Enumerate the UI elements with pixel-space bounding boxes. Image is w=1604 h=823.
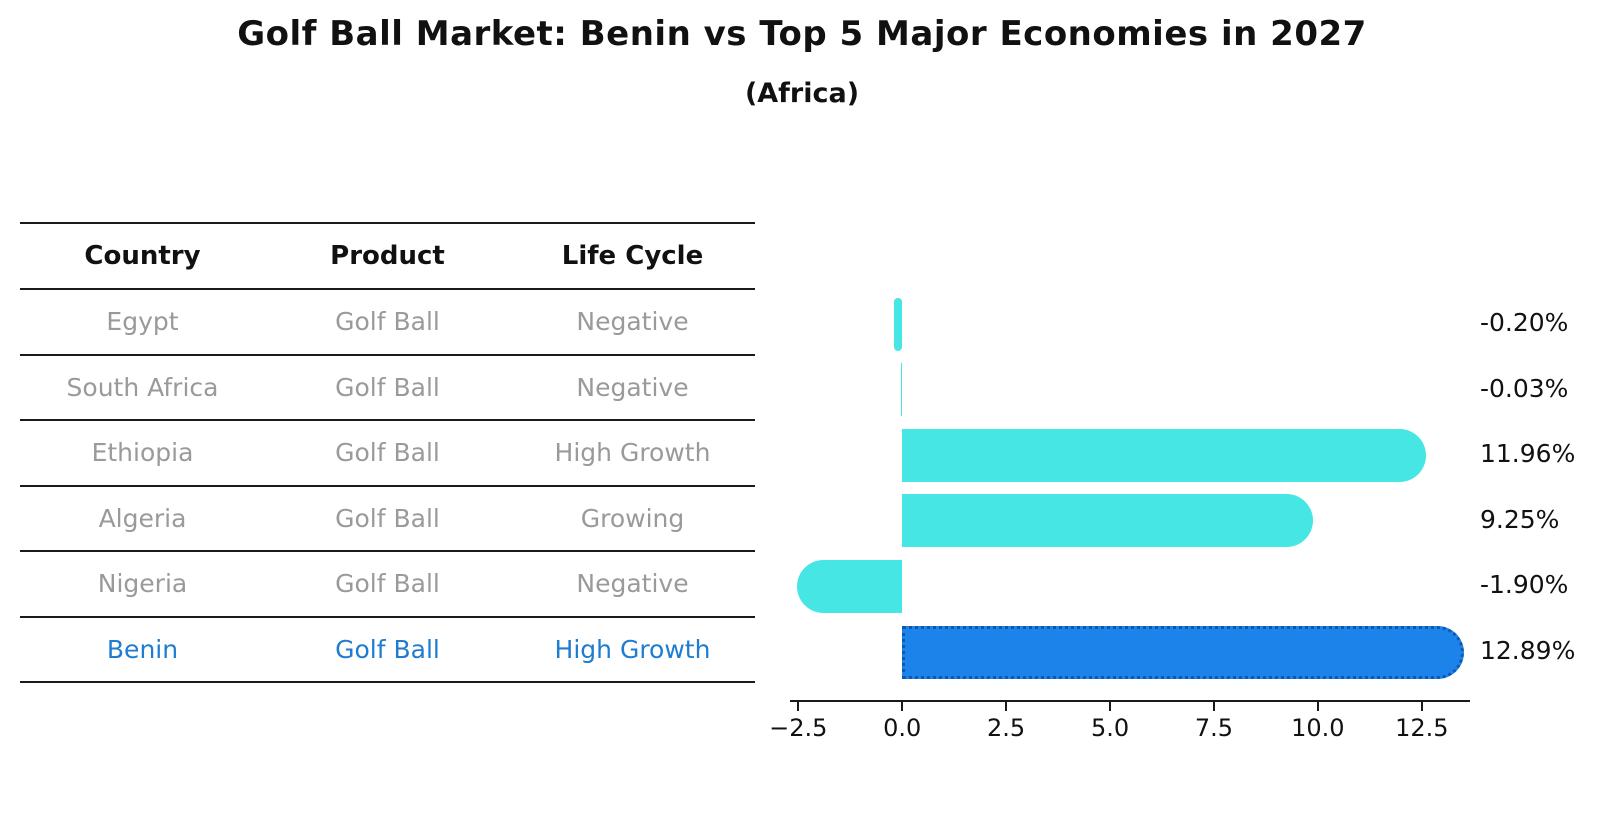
x-axis-tick-label: 5.0	[1090, 714, 1130, 742]
x-axis-tick-label: 10.0	[1291, 714, 1345, 742]
column-header-life-cycle: Life Cycle	[561, 241, 704, 271]
chart-subtitle: (Africa)	[744, 78, 860, 109]
cell-product: Golf Ball	[335, 634, 440, 664]
cell-product: Golf Ball	[335, 372, 440, 402]
x-axis-tick-mark	[1420, 702, 1423, 711]
table-header-row: Country Product Life Cycle	[20, 224, 755, 290]
table-row-benin: Benin Golf Ball High Growth	[20, 618, 755, 683]
bar-benin	[902, 625, 1465, 679]
bar-nigeria	[796, 559, 903, 613]
x-axis-tick-label: 2.5	[987, 714, 1026, 742]
cell-country: Algeria	[98, 503, 187, 533]
bar-algeria	[902, 494, 1314, 548]
cell-country: South Africa	[66, 372, 219, 402]
column-header-product: Product	[330, 241, 445, 271]
x-axis-tick-label: 7.5	[1194, 714, 1234, 742]
cell-life-cycle: Negative	[576, 372, 689, 402]
x-axis-tick-mark	[1005, 702, 1008, 711]
x-axis-tick-mark	[1109, 702, 1112, 711]
x-axis-tick-mark	[1316, 702, 1319, 711]
x-axis-tick-label: 0.0	[883, 714, 922, 742]
cell-country: Ethiopia	[91, 438, 194, 468]
chart-title: Golf Ball Market: Benin vs Top 5 Major E…	[237, 14, 1367, 54]
x-axis-tick-mark	[1212, 702, 1215, 711]
x-axis-tick-label: 12.5	[1395, 714, 1449, 742]
table-row-south-africa: South Africa Golf Ball Negative	[20, 356, 755, 421]
country-info-table: Country Product Life Cycle Egypt Golf Bal…	[20, 222, 755, 683]
table-row-nigeria: Nigeria Golf Ball Negative	[20, 552, 755, 618]
cell-country: Nigeria	[97, 569, 188, 599]
table-row-ethiopia: Ethiopia Golf Ball High Growth	[20, 421, 755, 487]
cell-life-cycle: Growing	[580, 503, 685, 533]
cell-product: Golf Ball	[335, 438, 440, 468]
value-label-ethiopia: 11.96%	[1480, 439, 1576, 469]
value-label-algeria: 9.25%	[1480, 504, 1560, 534]
bar-egypt	[893, 297, 903, 351]
column-header-country: Country	[84, 241, 201, 271]
bar-south-africa	[900, 363, 903, 417]
value-label-egypt: -0.20%	[1480, 308, 1569, 337]
cell-life-cycle: High Growth	[554, 634, 711, 664]
cell-country: Benin	[106, 634, 179, 664]
value-label-benin: 12.89%	[1480, 636, 1576, 665]
table-row-egypt: Egypt Golf Ball Negative	[20, 290, 755, 356]
cell-life-cycle: Negative	[576, 569, 689, 599]
x-axis-tick-label: −2.5	[769, 714, 828, 742]
bar-ethiopia	[902, 428, 1426, 482]
bar-chart-plot-area: -0.20% -0.03% 11.96% 9.25% -1.90% 12.89% −2.5 0…	[769, 290, 1575, 742]
cell-life-cycle: High Growth	[554, 438, 711, 468]
value-label-nigeria: -1.90%	[1480, 570, 1569, 600]
x-axis-tick-mark	[797, 702, 800, 711]
cell-product: Golf Ball	[335, 307, 440, 337]
cell-life-cycle: Negative	[576, 307, 689, 337]
value-label-south-africa: -0.03%	[1480, 373, 1569, 403]
cell-country: Egypt	[106, 307, 179, 337]
cell-product: Golf Ball	[335, 503, 440, 533]
table-row-algeria: Algeria Golf Ball Growing	[20, 487, 755, 552]
cell-product: Golf Ball	[335, 569, 440, 599]
x-axis-tick-mark	[901, 702, 904, 711]
